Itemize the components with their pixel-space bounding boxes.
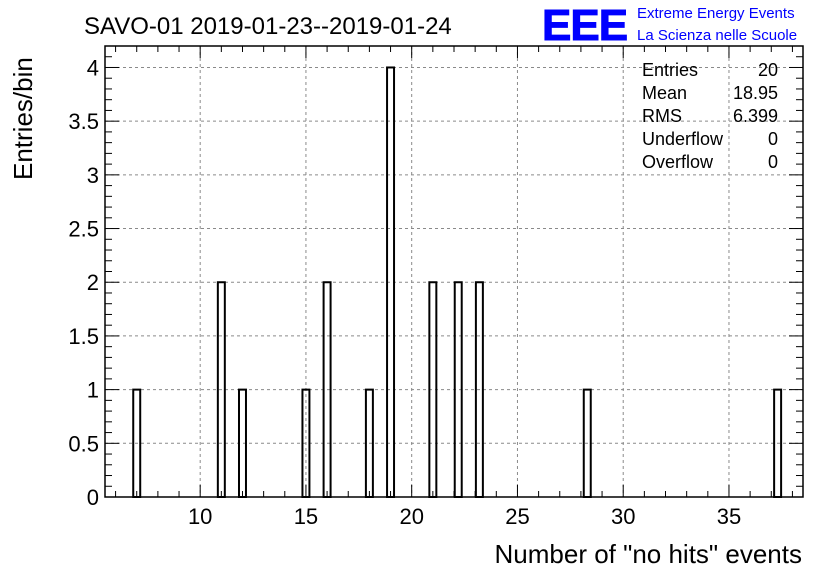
stats-box: Entries 20 Mean 18.95 RMS 6.399 Underflow 0 Over… [642, 60, 778, 172]
stats-label: RMS [642, 106, 682, 126]
histogram-bars [132, 66, 783, 498]
y-tick-label: 4 [87, 55, 99, 80]
x-tick-label: 35 [717, 504, 741, 529]
y-tick-label: 1.5 [68, 324, 99, 349]
stats-value: 20 [758, 60, 778, 80]
x-tick-label: 10 [188, 504, 212, 529]
stats-value: 0 [768, 129, 778, 149]
y-tick-label: 2.5 [68, 217, 99, 242]
stats-label: Mean [642, 83, 687, 103]
stats-label: Underflow [642, 129, 724, 149]
stats-value: 6.399 [733, 106, 778, 126]
stats-value: 18.95 [733, 83, 778, 103]
x-tick-label: 25 [505, 504, 529, 529]
x-axis-label: Number of "no hits" events [495, 539, 803, 569]
eee-logo: EEE [542, 1, 627, 50]
stats-label: Entries [642, 60, 698, 80]
y-tick-label: 1 [87, 378, 99, 403]
y-tick-label: 0.5 [68, 431, 99, 456]
y-tick-label: 2 [87, 270, 99, 295]
chart-title: SAVO-01 2019-01-23--2019-01-24 [84, 13, 452, 40]
x-tick-label: 20 [399, 504, 423, 529]
y-tick-label: 0 [87, 485, 99, 510]
y-tick-label: 3 [87, 163, 99, 188]
y-tick-label: 3.5 [68, 109, 99, 134]
y-ticks: 0 0.5 1 1.5 2 2.5 3 3.5 4 [68, 45, 803, 510]
stats-label: Overflow [642, 152, 714, 172]
y-axis-label: Entries/bin [8, 57, 38, 180]
stats-value: 0 [768, 152, 778, 172]
logo-line-2: La Scienza nelle Scuole [637, 27, 797, 44]
x-tick-label: 15 [294, 504, 318, 529]
x-ticks: 10 15 20 25 30 35 [115, 46, 793, 529]
logo-line-1: Extreme Energy Events [637, 5, 795, 22]
x-tick-label: 30 [611, 504, 635, 529]
